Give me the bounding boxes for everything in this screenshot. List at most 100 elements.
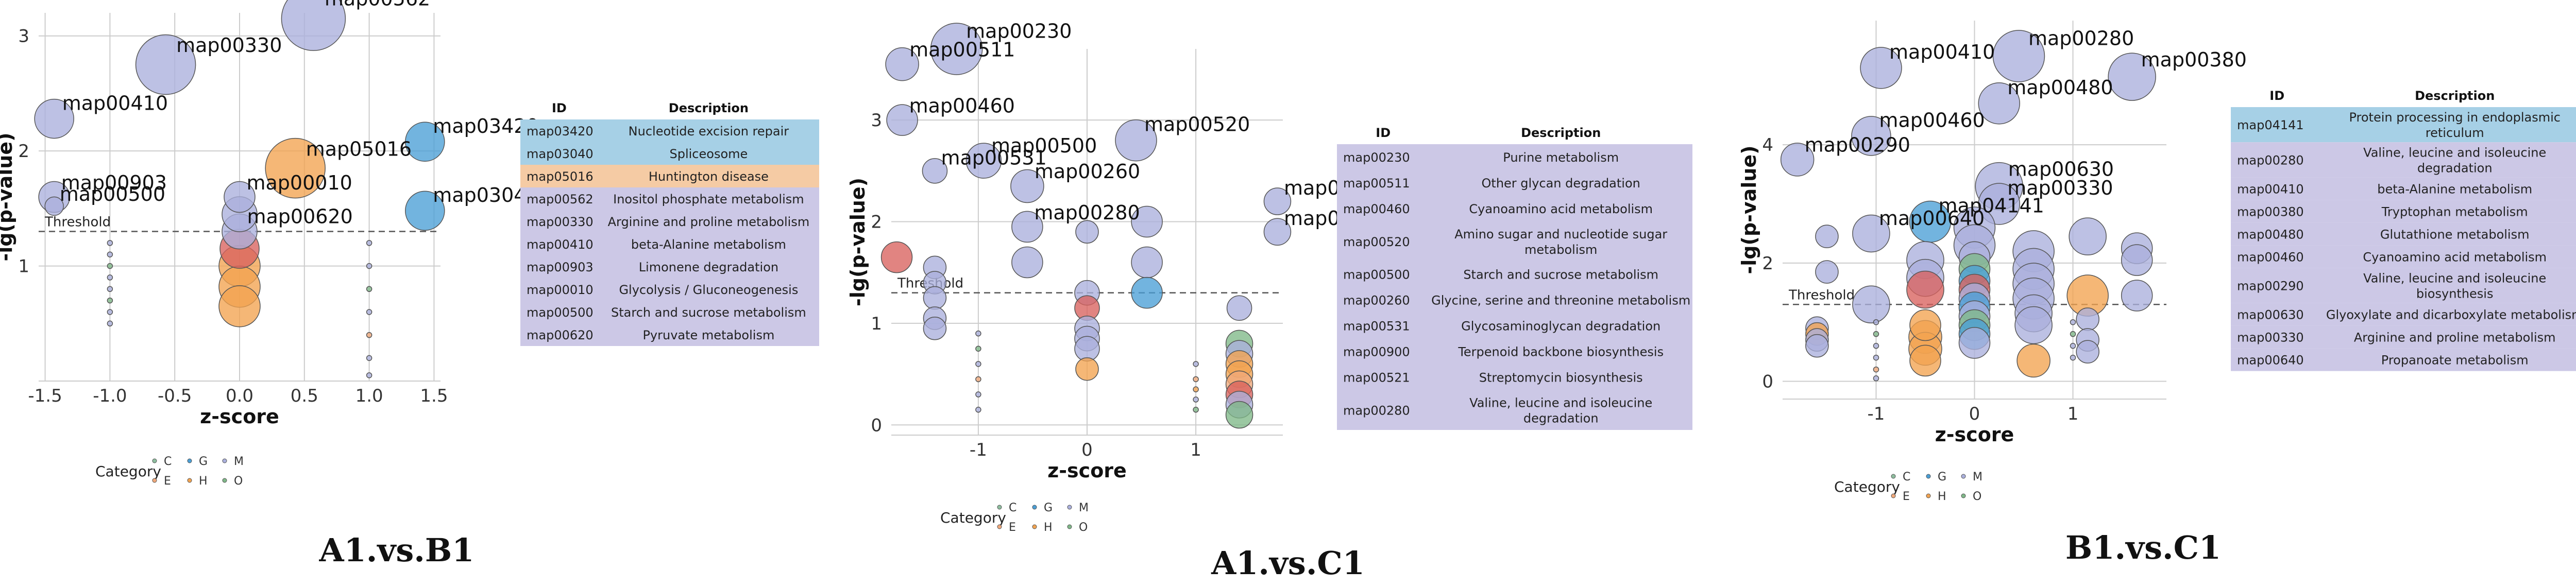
point-label: map00280 xyxy=(2028,27,2134,49)
legend-label-G: G xyxy=(1044,502,1053,514)
x-axis-label: z-score xyxy=(1047,459,1127,482)
point-label: map00410 xyxy=(1889,41,1995,63)
table-cell-description: Streptomycin biosynthesis xyxy=(1479,371,1643,385)
legend-label-E: E xyxy=(1009,521,1016,534)
point-label: map00500 xyxy=(991,134,1097,157)
y-tick-label: 1 xyxy=(871,314,882,334)
table-row xyxy=(2231,177,2576,200)
y-tick-label: 3 xyxy=(18,26,29,47)
bubble-point xyxy=(1226,295,1252,321)
bubble-point xyxy=(1075,357,1099,381)
bubble-point xyxy=(975,391,981,398)
table-cell-description: Pyruvate metabolism xyxy=(642,328,774,342)
point-label: map00480 xyxy=(2007,76,2113,99)
pathway-table: ID Description map00230 Purine metabolism ma… xyxy=(1337,126,1692,430)
table-row xyxy=(520,165,819,187)
table-cell-description: Valine, leucine and isoleucine biosynthes… xyxy=(2363,271,2546,301)
y-tick-label: 2 xyxy=(18,141,29,162)
bubble-point xyxy=(2108,53,2156,101)
bubble-point xyxy=(44,196,64,216)
bubble-point xyxy=(366,309,372,315)
x-tick-label: 1.5 xyxy=(420,386,448,406)
bubble-point xyxy=(1852,214,1890,253)
table-row xyxy=(1337,144,1692,170)
y-tick-label: 2 xyxy=(871,212,882,233)
legend-swatch-O xyxy=(222,478,227,483)
table-cell-id: map00380 xyxy=(2237,204,2304,219)
table-header-id: ID xyxy=(1376,126,1391,140)
point-label: map00500 xyxy=(60,183,165,205)
bubble-point xyxy=(281,0,346,51)
table-cell-description: Spliceosome xyxy=(670,147,748,161)
table-cell-id: map00460 xyxy=(2237,250,2304,264)
point-label: map00562 xyxy=(325,0,430,10)
bubble-point xyxy=(1873,319,1879,325)
point-label: map00230 xyxy=(966,20,1072,43)
table-row xyxy=(2231,245,2576,268)
bubble-point xyxy=(107,320,113,327)
table-cell-description: Glycosaminoglycan degradation xyxy=(1461,319,1660,334)
legend-label-E: E xyxy=(1903,490,1910,503)
legend-swatch-O xyxy=(1961,493,1966,498)
table-cell-description: Purine metabolism xyxy=(1503,150,1619,165)
table-cell-description: Propanoate metabolism xyxy=(2381,353,2529,368)
bubble-point xyxy=(2016,343,2050,378)
point-label: map00380 xyxy=(2141,48,2247,71)
table-cell-description: Limonene degradation xyxy=(639,260,778,274)
table-row xyxy=(2231,200,2576,223)
legend-label-H: H xyxy=(1044,521,1053,534)
table-row xyxy=(520,301,819,323)
bubble-point xyxy=(975,406,981,413)
x-tick-label: 1.0 xyxy=(355,386,383,406)
bubble-point xyxy=(1978,82,2021,125)
bubble-point xyxy=(1193,396,1199,403)
bubble-point xyxy=(1873,354,1879,361)
x-tick-label: 1 xyxy=(1190,440,1201,460)
legend-label-G: G xyxy=(199,455,208,468)
bubble-point xyxy=(1815,225,1839,248)
bubble-point xyxy=(1992,30,2045,82)
pathway-table: ID Description map04141 Protein processing … xyxy=(2231,89,2576,371)
legend-swatch-O xyxy=(1067,524,1072,529)
y-tick-label: 3 xyxy=(871,110,882,131)
table-row xyxy=(520,119,819,142)
point-label: map00531 xyxy=(941,146,1046,169)
table-cell-description: Arginine and proline metabolism xyxy=(608,215,810,229)
point-label: map00260 xyxy=(1035,160,1140,183)
point-label: map00290 xyxy=(1805,134,1910,157)
bubble-point xyxy=(1193,361,1199,367)
y-tick-label: 0 xyxy=(871,415,882,436)
bubble-point xyxy=(1780,143,1815,177)
table-cell-description: Starch and sucrose metabolism xyxy=(611,305,806,320)
legend-label-O: O xyxy=(234,475,243,488)
bubble-point xyxy=(107,309,113,315)
point-label: map00280 xyxy=(1034,201,1140,224)
table-cell-id: map00280 xyxy=(1343,403,1410,418)
legend-swatch-M xyxy=(222,458,227,463)
bubble-point xyxy=(1193,386,1199,392)
point-label: map00620 xyxy=(247,205,353,228)
bubble-point xyxy=(975,330,981,337)
x-tick-label: -0.5 xyxy=(158,386,192,406)
table-cell-id: map00410 xyxy=(527,237,594,252)
table-row xyxy=(1337,170,1692,196)
bubble-point xyxy=(2014,306,2053,344)
table-cell-id: map03420 xyxy=(527,124,594,139)
legend-swatch-E xyxy=(997,524,1002,529)
x-tick-label: -1 xyxy=(970,440,987,460)
bubble-point xyxy=(218,285,261,327)
legend-swatch-C xyxy=(1891,474,1896,479)
y-axis-label: -lg(p-value) xyxy=(0,133,16,262)
bubble-point xyxy=(923,286,947,310)
table-cell-id: map00620 xyxy=(527,328,594,342)
panel-caption: A1.vs.C1 xyxy=(1211,544,1365,582)
legend-title: Category xyxy=(940,509,1006,526)
bubble-point xyxy=(366,372,372,378)
chart-panel-1: Thresholdmap00562map00330map00410map0342… xyxy=(0,0,539,569)
table-cell-description: Protein processing in endoplasmic reticul… xyxy=(2349,110,2560,140)
bubble-point xyxy=(965,143,1002,179)
table-row xyxy=(2231,325,2576,349)
bubble-point xyxy=(1860,47,1902,89)
point-label: map00903 xyxy=(61,171,167,194)
bubble-point xyxy=(366,263,372,269)
